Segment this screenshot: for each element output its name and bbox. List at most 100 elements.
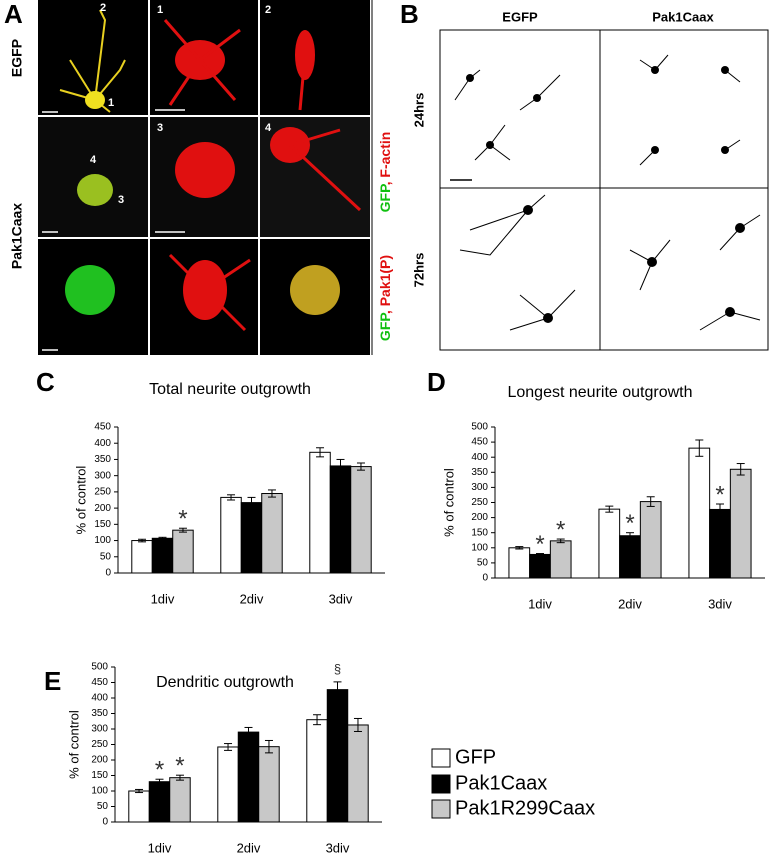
x-tick-label: 1div bbox=[151, 591, 175, 606]
cell-number: 3 bbox=[118, 194, 124, 206]
bar bbox=[619, 535, 641, 579]
y-tick-label: 350 bbox=[471, 467, 488, 478]
bar bbox=[220, 496, 242, 574]
y-tick-label: 100 bbox=[91, 786, 108, 797]
legend-swatch bbox=[431, 748, 451, 768]
row-label: EGFP bbox=[9, 39, 25, 77]
micrographs-a bbox=[38, 0, 373, 355]
row-label: 24hrs bbox=[411, 93, 426, 128]
error-bar bbox=[695, 439, 704, 457]
bar bbox=[508, 547, 531, 579]
cell-number: 2 bbox=[265, 4, 271, 16]
y-tick-label: 300 bbox=[471, 482, 488, 493]
bar bbox=[729, 468, 752, 579]
y-tick-label: 300 bbox=[94, 470, 111, 481]
y-tick-label: 50 bbox=[477, 558, 489, 569]
chart-title: Dendritic outgrowth bbox=[156, 674, 294, 691]
error-bar bbox=[224, 743, 233, 751]
legend-label: Pak1Caax bbox=[455, 772, 547, 794]
y-tick-label: 250 bbox=[471, 497, 488, 508]
panel-letter: D bbox=[427, 367, 446, 397]
bar bbox=[688, 447, 711, 579]
y-tick-label: 200 bbox=[94, 503, 111, 514]
error-bar bbox=[646, 496, 655, 507]
cell-number: 4 bbox=[265, 122, 272, 134]
error-bar bbox=[178, 527, 187, 533]
bar bbox=[131, 540, 153, 574]
annotation: * bbox=[556, 516, 565, 543]
x-tick-label: 3div bbox=[326, 840, 350, 853]
y-tick-label: 200 bbox=[91, 755, 108, 766]
error-bar bbox=[353, 717, 362, 732]
x-tick-label: 3div bbox=[708, 596, 732, 611]
y-axis-label: % of control bbox=[441, 468, 456, 537]
y-tick-label: 200 bbox=[471, 512, 488, 523]
chart-title: Total neurite outgrowth bbox=[149, 381, 311, 398]
error-bar bbox=[155, 778, 164, 785]
x-tick-label: 3div bbox=[329, 591, 353, 606]
legend-swatch bbox=[431, 774, 451, 794]
y-tick-label: 350 bbox=[94, 454, 111, 465]
bar bbox=[309, 451, 331, 574]
error-bar bbox=[536, 553, 544, 556]
error-bar bbox=[556, 538, 565, 544]
y-tick-label: 250 bbox=[94, 487, 111, 498]
y-tick-label: 450 bbox=[91, 677, 108, 688]
panel-letter: B bbox=[400, 0, 419, 29]
x-tick-label: 2div bbox=[237, 840, 261, 853]
annotation: * bbox=[175, 753, 184, 780]
chart-title: Longest neurite outgrowth bbox=[507, 384, 692, 401]
x-tick-label: 2div bbox=[240, 591, 264, 606]
legend-label: Pak1R299Caax bbox=[455, 797, 595, 819]
error-bar bbox=[736, 463, 745, 476]
annotation: § bbox=[334, 661, 341, 676]
bar bbox=[151, 537, 174, 574]
annotation: * bbox=[625, 510, 634, 537]
y-tick-label: 100 bbox=[94, 535, 111, 546]
y-tick-label: 300 bbox=[91, 724, 108, 735]
error-bar bbox=[515, 546, 524, 550]
error-bar bbox=[244, 726, 253, 738]
cell-number: 2 bbox=[100, 2, 106, 14]
error-bar bbox=[316, 447, 325, 458]
error-bar bbox=[356, 462, 365, 471]
bar bbox=[709, 508, 731, 579]
y-tick-label: 250 bbox=[91, 739, 108, 750]
bar bbox=[347, 724, 369, 823]
y-tick-label: 150 bbox=[91, 770, 108, 781]
annotation: * bbox=[178, 506, 187, 533]
stain-label: GFP, F-actin bbox=[377, 132, 393, 213]
stain-part: , F-actin bbox=[377, 132, 393, 186]
bar bbox=[169, 777, 191, 823]
error-bar bbox=[313, 714, 322, 726]
error-bar bbox=[247, 496, 256, 509]
bar bbox=[639, 501, 662, 579]
x-tick-label: 2div bbox=[618, 596, 642, 611]
error-bar bbox=[227, 494, 236, 501]
y-tick-label: 50 bbox=[97, 801, 109, 812]
bar bbox=[237, 731, 260, 823]
error-bar bbox=[138, 538, 147, 543]
column-label: EGFP bbox=[502, 9, 538, 24]
y-tick-label: 150 bbox=[94, 519, 111, 530]
cell-number: 1 bbox=[157, 4, 163, 16]
bar bbox=[329, 465, 352, 574]
annotation: * bbox=[535, 531, 544, 558]
y-tick-label: 350 bbox=[91, 708, 108, 719]
x-tick-label: 1div bbox=[528, 596, 552, 611]
stain-label: GFP, Pak1(P) bbox=[377, 255, 393, 341]
error-bar bbox=[135, 788, 144, 794]
bar bbox=[172, 529, 194, 574]
y-tick-label: 0 bbox=[102, 817, 108, 828]
y-tick-label: 500 bbox=[471, 422, 488, 433]
error-bar bbox=[175, 774, 184, 781]
y-tick-label: 100 bbox=[471, 542, 488, 553]
stain-part: GFP bbox=[377, 184, 393, 212]
column-label: Pak1Caax bbox=[652, 9, 714, 24]
y-tick-label: 50 bbox=[100, 551, 112, 562]
micrographs-b bbox=[439, 29, 769, 351]
error-bar bbox=[336, 458, 345, 473]
bar bbox=[258, 746, 280, 823]
row-label: Pak1Caax bbox=[9, 203, 25, 269]
bar bbox=[261, 493, 283, 574]
